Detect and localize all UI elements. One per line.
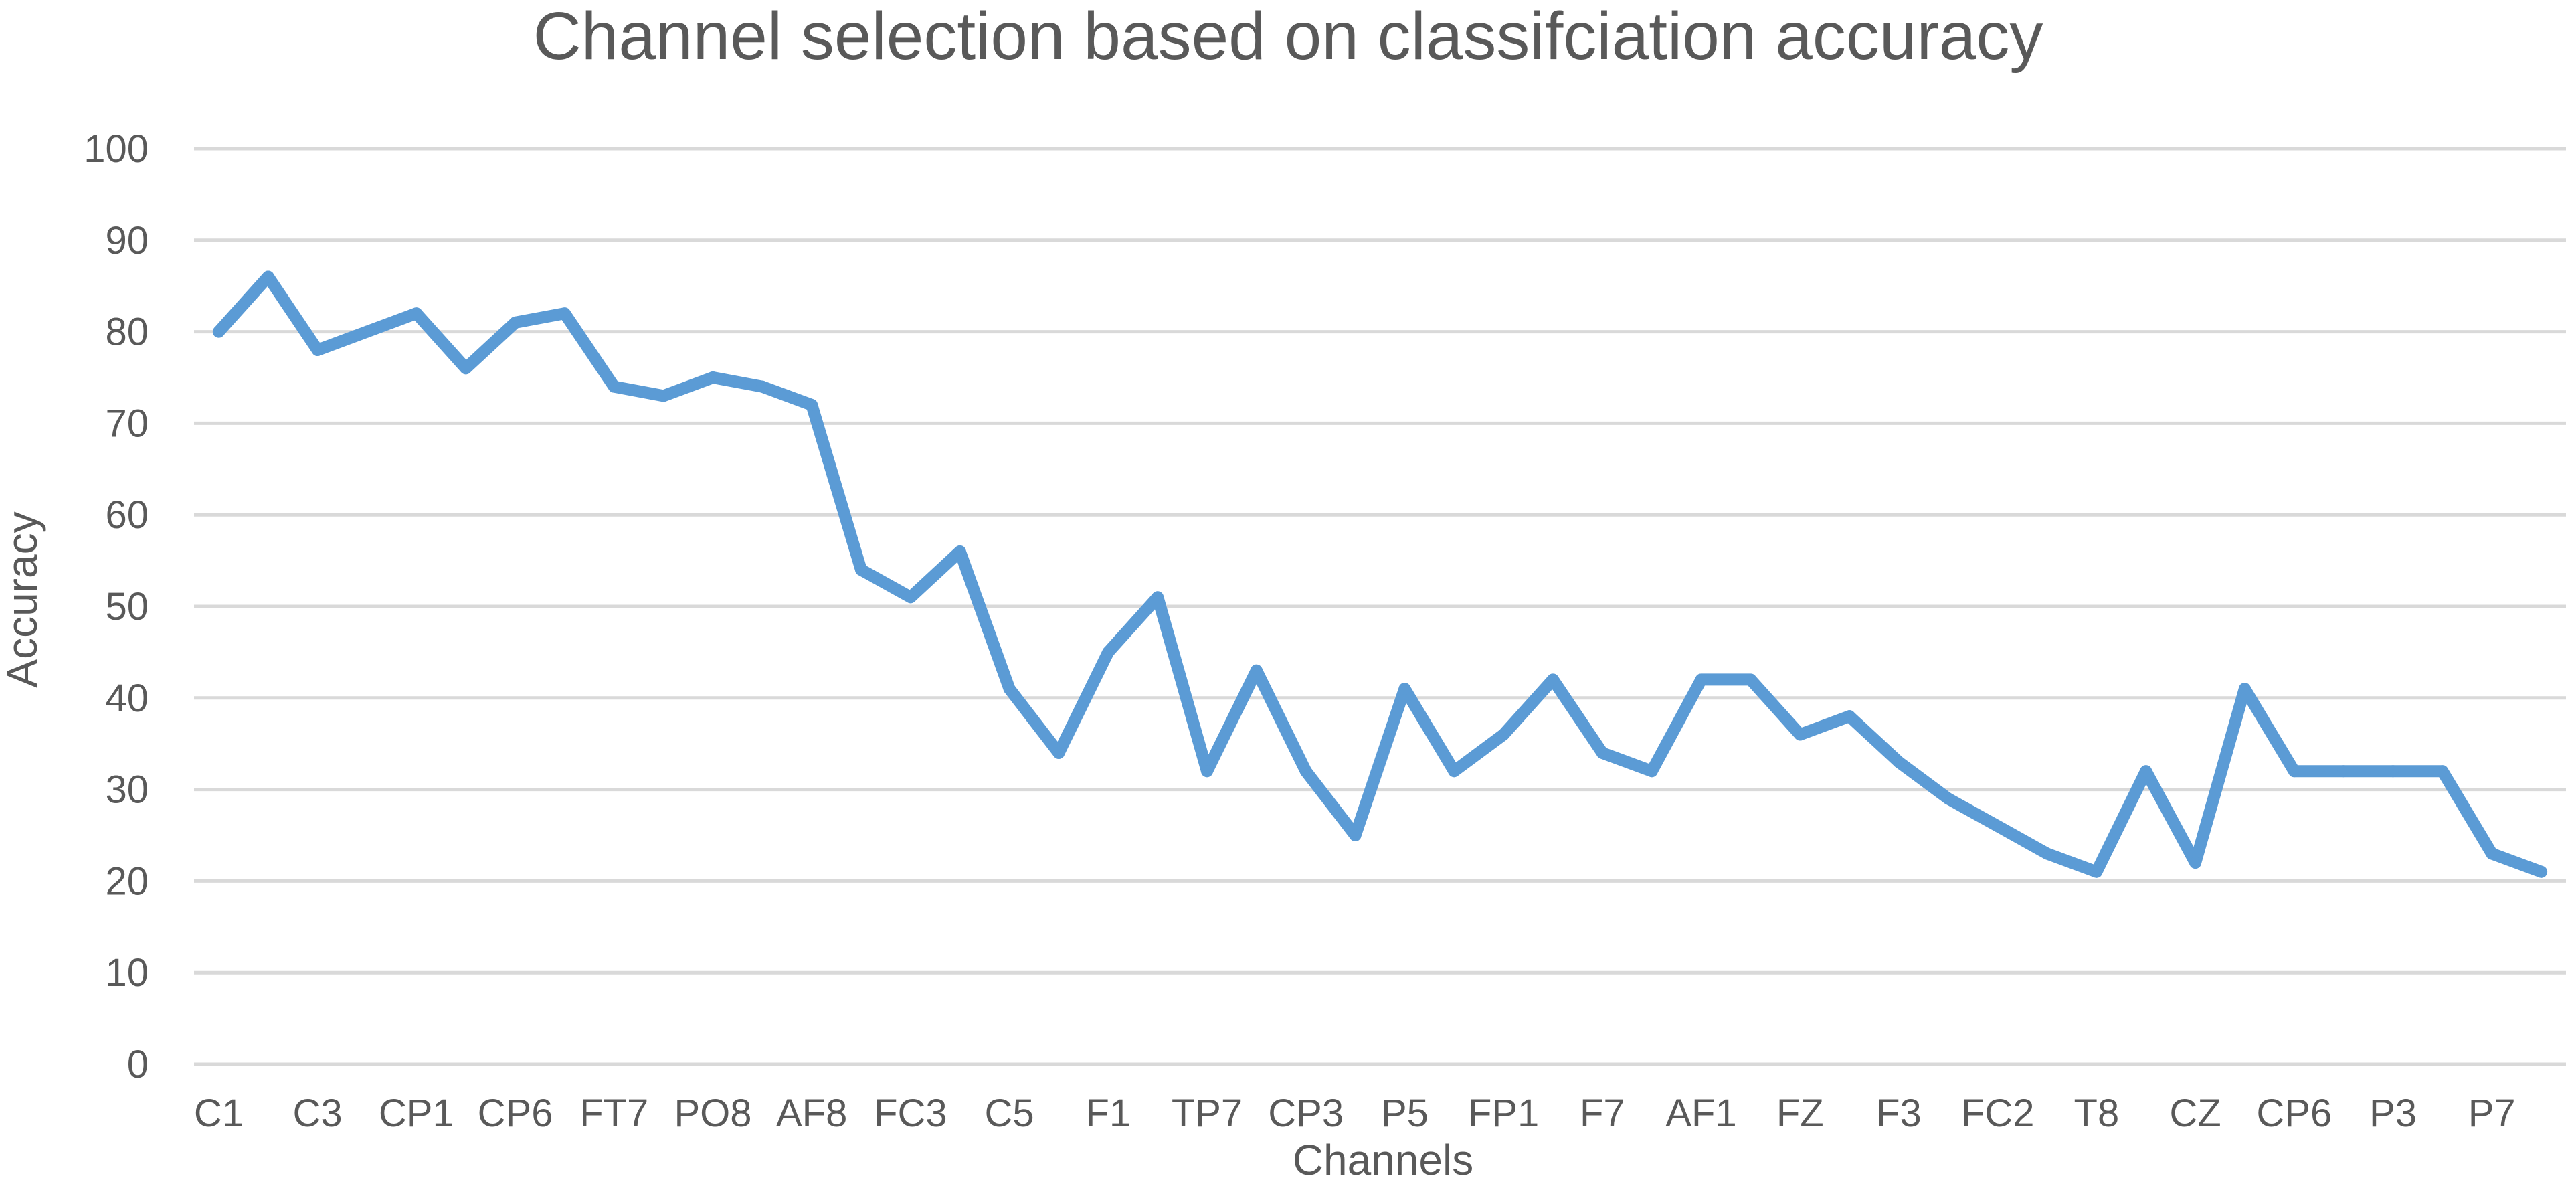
data-point <box>1991 820 2004 833</box>
gridlines <box>194 147 2566 1066</box>
data-point <box>2189 857 2202 869</box>
data-point <box>1942 792 1954 805</box>
data-point <box>1102 646 1115 659</box>
x-tick-label: F3 <box>1876 1092 1922 1135</box>
x-tick-label: F1 <box>1085 1092 1131 1135</box>
data-point <box>953 545 966 558</box>
x-tick-label: FP1 <box>1468 1092 1539 1135</box>
y-tick-label: 50 <box>105 585 149 628</box>
data-point <box>2337 765 2350 778</box>
data-point <box>410 307 423 320</box>
x-axis-title: Channels <box>1293 1136 1473 1184</box>
data-point <box>1201 765 1214 778</box>
data-point <box>2238 683 2251 695</box>
data-point <box>855 564 868 576</box>
y-axis-title: Accuracy <box>0 511 46 687</box>
data-point <box>904 591 917 604</box>
x-tick-label: CP1 <box>379 1092 454 1135</box>
data-point <box>460 362 472 375</box>
x-tick-label: CP6 <box>478 1092 553 1135</box>
x-tick-label: P3 <box>2369 1092 2417 1135</box>
data-point <box>361 325 373 338</box>
x-tick-label: CP6 <box>2256 1092 2332 1135</box>
y-tick-label: 40 <box>105 677 149 720</box>
data-point <box>2535 865 2548 878</box>
data-point <box>657 390 670 402</box>
y-tick-label: 70 <box>105 402 149 445</box>
y-tick-label: 90 <box>105 219 149 262</box>
y-tick-label: 80 <box>105 311 149 354</box>
y-tick-label: 60 <box>105 493 149 537</box>
x-tick-label: FT7 <box>579 1092 648 1135</box>
data-point <box>1744 673 1757 686</box>
x-tick-label: P7 <box>2468 1092 2516 1135</box>
data-point <box>2041 847 2053 860</box>
data-point <box>1152 591 1164 604</box>
x-tick-label: CZ <box>2169 1092 2221 1135</box>
data-point <box>262 270 274 283</box>
data-point <box>1003 683 1016 695</box>
x-tick-label: F7 <box>1580 1092 1625 1135</box>
data-point <box>2387 765 2399 778</box>
data-point <box>1596 746 1608 759</box>
x-tick-label: C5 <box>985 1092 1034 1135</box>
series-line <box>212 270 2548 878</box>
y-tick-label: 0 <box>127 1043 149 1086</box>
x-tick-label: PO8 <box>674 1092 751 1135</box>
x-tick-label: FC2 <box>1961 1092 2035 1135</box>
data-point <box>2140 765 2152 778</box>
y-tick-label: 20 <box>105 859 149 903</box>
x-tick-label: AF1 <box>1665 1092 1736 1135</box>
x-tick-label: P5 <box>1381 1092 1429 1135</box>
data-point <box>212 325 225 338</box>
y-tick-label: 30 <box>105 768 149 812</box>
x-tick-label: T8 <box>2074 1092 2120 1135</box>
x-axis-tick-labels: C1 C3 CP1 CP6 FT7 PO8 AF8 FC3 C5 F1 TP7 CP3 P5 FP1 F7 A… <box>194 1092 2516 1135</box>
data-point <box>311 343 324 356</box>
data-point <box>2288 765 2300 778</box>
data-point <box>1892 756 1905 768</box>
x-tick-label: FZ <box>1776 1092 1824 1135</box>
data-point <box>1843 710 1856 723</box>
data-point <box>1299 765 1312 778</box>
y-tick-label: 10 <box>105 951 149 995</box>
data-point <box>1695 673 1708 686</box>
data-point <box>756 380 769 393</box>
data-point <box>1448 765 1461 778</box>
data-point <box>509 316 522 329</box>
data-point <box>1794 728 1807 741</box>
data-point <box>1052 746 1065 759</box>
data-point <box>1398 683 1411 695</box>
x-tick-label: C3 <box>293 1092 343 1135</box>
data-point <box>1645 765 1658 778</box>
data-point <box>1250 664 1263 677</box>
x-tick-label: AF8 <box>776 1092 847 1135</box>
data-point <box>608 380 620 393</box>
data-point <box>1497 728 1510 741</box>
data-point <box>806 399 818 412</box>
y-tick-label: 100 <box>84 127 149 171</box>
data-point <box>2090 865 2103 878</box>
data-point <box>558 307 571 320</box>
data-point <box>2486 847 2498 860</box>
x-tick-label: TP7 <box>1172 1092 1243 1135</box>
data-point <box>2436 765 2449 778</box>
data-point <box>1349 829 1362 841</box>
x-tick-label: C1 <box>194 1092 244 1135</box>
data-point <box>707 371 719 384</box>
y-axis-tick-labels: 0 10 20 30 40 50 60 70 80 90 100 <box>84 127 149 1086</box>
x-tick-label: FC3 <box>874 1092 947 1135</box>
series-layer <box>212 270 2548 878</box>
data-point <box>1546 673 1559 686</box>
x-tick-label: CP3 <box>1268 1092 1344 1135</box>
chart-title: Channel selection based on classifciatio… <box>533 0 2043 74</box>
